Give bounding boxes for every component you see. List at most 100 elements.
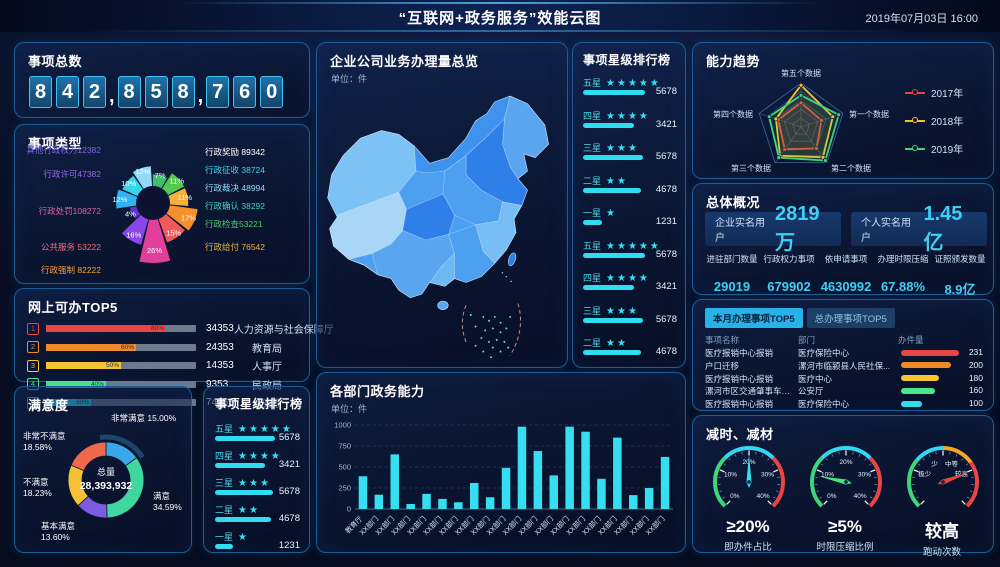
dept-bar: [517, 426, 527, 509]
overview-card-value: 1.45亿: [923, 203, 963, 254]
star-rank-label: 五星: [583, 240, 602, 251]
table-cell-name: 医疗报销中心报销: [705, 348, 774, 358]
svg-text:0%: 0%: [827, 493, 837, 500]
star-icons: ★★: [238, 505, 260, 516]
svg-text:7%: 7%: [155, 171, 166, 180]
star-rank-label: 四星: [583, 110, 602, 121]
south-china-sea-islands: [469, 271, 512, 359]
online-bar-pct: 80%: [150, 325, 164, 332]
satisfaction-label: 非常不满意 18.58%: [23, 431, 66, 452]
star-rank-value: 3421: [655, 118, 677, 130]
sea-boundary-line-left: [461, 305, 467, 343]
star-rank-label: 一星: [215, 532, 234, 542]
legend-marker: [912, 116, 918, 123]
overview-card-label: 企业实名用户: [715, 218, 765, 244]
overview-stat-value: 8.9亿: [944, 282, 976, 297]
panel-reduce-title: 减时、减材: [706, 427, 774, 442]
star-rank-bar: [215, 544, 233, 549]
star-rank-value: 5678: [278, 432, 300, 443]
rose-legend-item: 行政给付 76542: [205, 242, 265, 252]
dept-bar: [501, 467, 511, 509]
star-rank-value: 3421: [655, 281, 677, 292]
sea-boundary-line-right: [509, 303, 521, 356]
counter-comma: ,: [197, 85, 204, 107]
panel-enterprise-map: 企业公司业务办理量总览 单位：件: [316, 42, 568, 368]
counter-digit: 4: [56, 76, 79, 108]
table-header: 部门: [798, 335, 816, 345]
tab-本月办理事项TOP5[interactable]: 本月办理事项TOP5: [705, 308, 803, 328]
legend-item-2019年[interactable]: 2019年: [905, 141, 963, 156]
svg-text:10%: 10%: [121, 179, 136, 188]
dept-bar: [533, 451, 543, 509]
legend-label: 2018年: [931, 117, 964, 128]
overview-card: 个人实名用户 1.45亿: [851, 203, 987, 254]
online-dept: 教育局: [252, 343, 282, 355]
hainan-island: [437, 300, 449, 311]
table-cell-dept: 漯河市临颍县人民社保...: [798, 360, 891, 371]
satisfaction-label: 非常满意 15.00%: [111, 413, 177, 423]
star-rank-value: 4678: [278, 513, 300, 524]
panel-satisfaction: 满意度 总量 28,393,932 非常满意 15.00% 满意 34.59% 基本满…: [14, 386, 192, 553]
star-rank-value: 5678: [655, 151, 677, 162]
star-rank-row: 四星 ★★★★ 3421: [583, 106, 677, 130]
table-row: 医疗报销中心报销 医疗保险中心 100: [705, 398, 983, 410]
header-bar: “互联网+政务服务”效能云图 2019年07月03日 16:00: [0, 0, 1000, 32]
star-icons: ★★★: [606, 143, 639, 154]
star-rank-row: 四星 ★★★★ 3421: [215, 446, 300, 470]
overview-stat-label: 证照颁发数量: [934, 254, 986, 264]
online-bar-fill: 80%: [46, 325, 166, 332]
legend-marker: [912, 144, 918, 151]
star-rank-row: 一星 ★ 1231: [215, 527, 300, 551]
star-rank-bar: [583, 285, 635, 290]
svg-text:较高: 较高: [955, 469, 969, 478]
table-cell-name: 医疗报销中心报销: [705, 399, 774, 410]
gauge-跑动次数: 极少少中等较高较高跑动次数: [895, 438, 989, 558]
legend-item-2017年[interactable]: 2017年: [905, 85, 963, 100]
panel-dept-capability-title: 各部门政务能力: [330, 384, 425, 399]
online-bar-track: 50%: [46, 362, 196, 369]
star-rank-row: 一星 ★ 1231: [583, 203, 677, 227]
star-icons: ★★★★★: [238, 424, 293, 435]
tab-总办理事项TOP5[interactable]: 总办理事项TOP5: [806, 308, 895, 328]
star-rank-value: 5678: [655, 86, 677, 97]
star-rank-value: 3421: [278, 459, 300, 470]
overview-card-label: 个人实名用户: [861, 218, 911, 244]
star-rank-row: 二星 ★★ 4678: [215, 500, 300, 524]
gauge-value: ≥20%: [726, 517, 770, 536]
page-datetime: 2019年07月03日 16:00: [865, 13, 978, 25]
star-rank-value: 1231: [655, 216, 677, 227]
legend-item-2018年[interactable]: 2018年: [905, 113, 963, 128]
rose-legend-item: 行政奖励 89342: [205, 147, 265, 157]
overview-stat: 依申请事项 4630992: [817, 254, 875, 294]
overview-stat-value: 67.88%: [880, 279, 926, 294]
satisfaction-center-label: 总量: [96, 467, 115, 477]
table-cell-bar: [901, 349, 959, 356]
star-rank-label: 五星: [583, 78, 602, 88]
star-rank-value: 5678: [278, 486, 300, 497]
dept-bar: [438, 498, 447, 509]
overview-card: 企业实名用户 2819万: [705, 203, 841, 254]
svg-text:500: 500: [338, 463, 351, 472]
star-rank-label: 四星: [583, 273, 602, 283]
rose-legend-item: 其他行政权力12382: [26, 145, 101, 155]
online-dept: 人事厅: [252, 362, 282, 373]
online-bar-fill: 50%: [46, 362, 121, 369]
svg-text:17%: 17%: [181, 213, 196, 222]
counter-digit: 8: [117, 76, 141, 108]
table-cell-value: 100: [968, 398, 983, 409]
satisfaction-label: 基本满意 13.60%: [41, 521, 76, 542]
legend-label: 2019年: [931, 145, 964, 156]
counter-comma: ,: [109, 85, 115, 107]
star-rank-label: 三星: [583, 305, 602, 316]
rose-legend-item: 行政裁决 48994: [205, 183, 265, 193]
panel-top5-table: 本月办理事项TOP5 总办理事项TOP5 事项名称 部门 办件量 医疗报销中心报销 医疗…: [692, 299, 994, 411]
satisfaction-label: 满意 34.59%: [153, 491, 182, 512]
online-value: 34353: [206, 323, 234, 334]
star-icons: ★★★★: [606, 110, 650, 122]
star-rank-label: 三星: [215, 478, 234, 488]
star-rank-row: 五星 ★★★★★ 5678: [583, 73, 677, 97]
dept-bar: [613, 437, 622, 509]
table-header: 办件量: [898, 335, 924, 345]
star-icons: ★: [606, 208, 617, 219]
